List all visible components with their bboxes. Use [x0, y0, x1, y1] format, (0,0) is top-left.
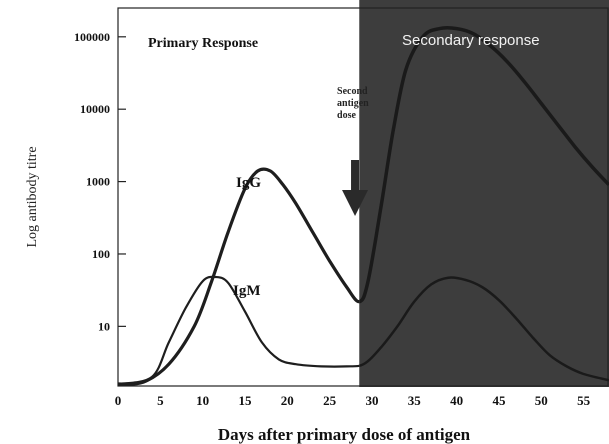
primary-response-label: Primary Response: [148, 36, 258, 51]
y-axis-ticks: 10 100 1000 10000 100000: [74, 30, 126, 333]
y-tick-label: 1000: [86, 175, 110, 189]
series-line-igg-primary: [118, 167, 360, 386]
x-tick-label: 25: [323, 393, 337, 408]
y-tick-label: 10: [98, 319, 110, 333]
x-tick-label: 50: [535, 393, 548, 408]
x-tick-label: 10: [196, 393, 209, 408]
x-tick-label: 5: [157, 393, 164, 408]
x-tick-label: 35: [408, 393, 422, 408]
second-dose-label-line: Second: [337, 86, 368, 97]
x-tick-label: 30: [365, 393, 378, 408]
x-tick-label: 20: [281, 393, 294, 408]
series-line-igm-secondary: [359, 276, 609, 382]
y-tick-label: 10000: [80, 102, 110, 116]
x-tick-label: 45: [492, 393, 506, 408]
series-label-igm: IgM: [233, 283, 261, 299]
secondary-response-label: Secondary response: [402, 32, 540, 49]
x-axis-label: Days after primary dose of antigen: [218, 425, 471, 444]
y-tick-label: 100000: [74, 30, 110, 44]
x-tick-label: 0: [115, 393, 122, 408]
second-dose-label-line: antigen: [337, 98, 369, 109]
series-line-igm-primary: [118, 275, 360, 386]
series-layer: [118, 25, 609, 386]
series-line-igg-secondary: [359, 25, 609, 304]
x-axis-ticks: 0 5 10 15 20 25 30 35 40 45 50 55: [115, 393, 591, 408]
second-dose-arrow-shaft: [351, 160, 360, 192]
y-tick-label: 100: [92, 247, 110, 261]
second-dose-label-line: dose: [337, 110, 356, 121]
x-tick-label: 40: [450, 393, 463, 408]
x-tick-label: 55: [577, 393, 591, 408]
series-label-igg: IgG: [236, 175, 261, 191]
plot-frame: [117, 7, 609, 387]
second-dose-arrow-head: [342, 190, 369, 216]
x-tick-label: 15: [238, 393, 252, 408]
y-axis-label: Log antibody titre: [25, 146, 40, 247]
